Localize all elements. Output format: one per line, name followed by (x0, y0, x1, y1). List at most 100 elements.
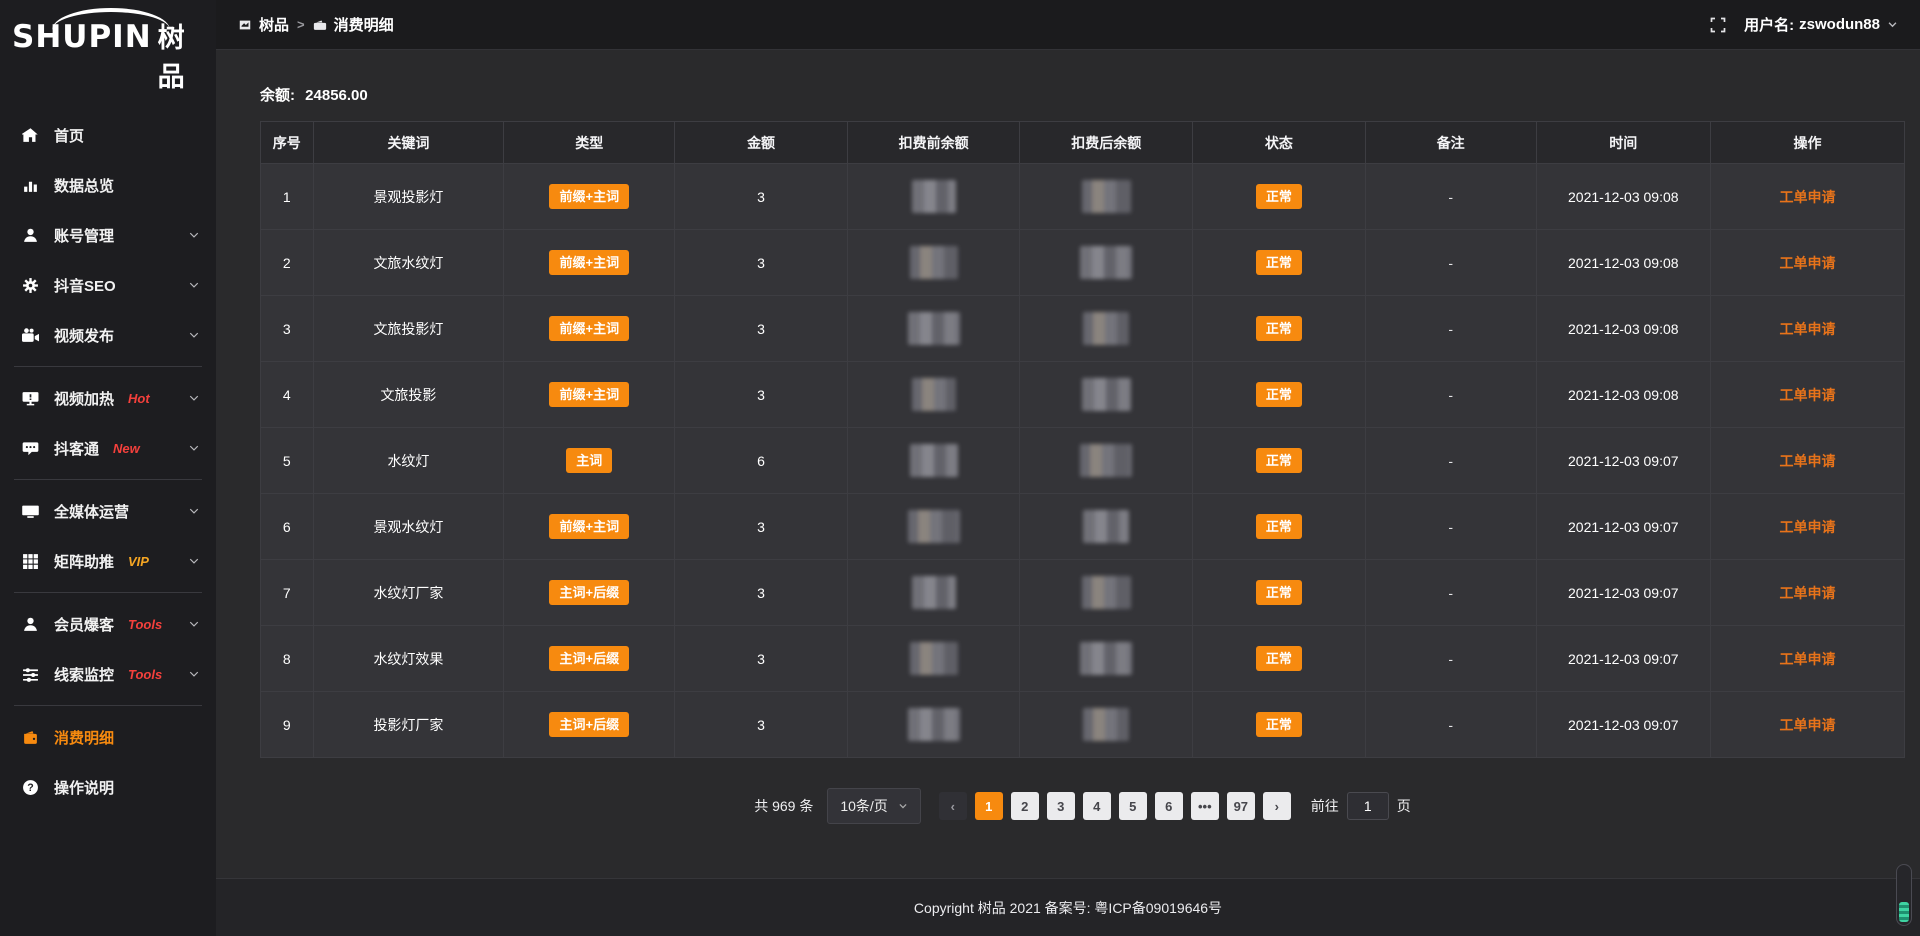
table-row: 8 水纹灯效果 主词+后缀 3 正常 -2021-12-03 09:07 工单申请 (260, 625, 1906, 692)
screen-heat-icon (22, 390, 39, 407)
sidebar-item-label: 首页 (54, 127, 85, 145)
cell-balance-before (846, 361, 1021, 428)
sidebar-item-0[interactable]: 首页 (0, 110, 216, 160)
prev-page-button[interactable]: ‹ (938, 792, 967, 820)
ticket-request-link[interactable]: 工单申请 (1779, 320, 1836, 337)
sidebar-item-15[interactable]: 消费明细 (0, 712, 216, 762)
cell-status: 正常 (1192, 361, 1366, 428)
goto-page-input[interactable] (1346, 792, 1389, 820)
breadcrumb-item-home[interactable]: 树品 (238, 14, 289, 35)
sidebar-item-1[interactable]: 数据总览 (0, 160, 216, 210)
more-pages-button[interactable]: ••• (1190, 792, 1219, 820)
cell-keyword: 文旅投影 (312, 361, 505, 428)
page-button-6[interactable]: 6 (1154, 792, 1183, 820)
wallet-icon (313, 18, 327, 32)
ticket-request-link[interactable]: 工单申请 (1779, 188, 1836, 205)
cell-action: 工单申请 (1709, 559, 1906, 626)
balance-label: 余额: (260, 87, 295, 104)
masked-value (1081, 576, 1131, 609)
masked-value (1080, 444, 1133, 477)
cell-amount: 3 (674, 229, 848, 296)
ticket-request-link[interactable]: 工单申请 (1779, 254, 1836, 271)
sidebar-item-label: 数据总览 (54, 177, 115, 195)
sidebar-item-tag: Tools (128, 616, 163, 632)
cell-time: 2021-12-03 09:07 (1535, 427, 1711, 494)
ticket-request-link[interactable]: 工单申请 (1779, 452, 1836, 469)
cell-time: 2021-12-03 09:07 (1535, 559, 1711, 626)
cell-action: 工单申请 (1709, 229, 1906, 296)
cell-balance-after (1019, 361, 1194, 428)
cell-amount: 3 (674, 691, 848, 758)
sidebar-item-13[interactable]: 线索监控 Tools (0, 649, 216, 699)
sidebar-item-3[interactable]: 抖音SEO (0, 260, 216, 310)
ticket-request-link[interactable]: 工单申请 (1779, 518, 1836, 535)
status-badge: 正常 (1255, 250, 1302, 275)
video-camera-icon (22, 327, 39, 344)
cell-type: 主词+后缀 (503, 559, 676, 626)
sidebar-item-2[interactable]: 账号管理 (0, 210, 216, 260)
masked-value (909, 642, 958, 675)
sidebar-divider (14, 366, 202, 367)
cell-balance-after (1019, 625, 1194, 692)
chevron-down-icon (188, 279, 200, 291)
page-button-5[interactable]: 5 (1118, 792, 1147, 820)
page-button-1[interactable]: 1 (974, 792, 1003, 820)
cell-remark: - (1364, 427, 1537, 494)
next-page-button[interactable]: › (1262, 792, 1291, 820)
status-badge: 正常 (1255, 712, 1302, 737)
sidebar-item-7[interactable]: 抖客通 New (0, 423, 216, 473)
type-badge: 前缀+主词 (549, 250, 630, 275)
user-label: 用户名: (1744, 17, 1795, 34)
page-button-4[interactable]: 4 (1082, 792, 1111, 820)
sidebar-item-4[interactable]: 视频发布 (0, 310, 216, 360)
sidebar-item-12[interactable]: 会员爆客 Tools (0, 599, 216, 649)
user-icon (22, 227, 39, 244)
cell-amount: 3 (674, 163, 848, 230)
masked-value (1080, 642, 1133, 675)
sidebar-item-6[interactable]: 视频加热 Hot (0, 373, 216, 423)
page-button-3[interactable]: 3 (1046, 792, 1075, 820)
cell-index: 3 (260, 295, 314, 362)
cell-time: 2021-12-03 09:08 (1535, 361, 1711, 428)
cell-keyword: 投影灯厂家 (312, 691, 505, 758)
total-count: 共 969 条 (754, 798, 814, 814)
masked-value (909, 246, 958, 279)
masked-value (911, 378, 956, 411)
footer: Copyright 树品 2021 备案号: 粤ICP备09019646号 (216, 878, 1920, 936)
user-menu[interactable]: 用户名: zswodun88 (1744, 14, 1898, 35)
cell-balance-after (1019, 295, 1194, 362)
table-row: 6 景观水纹灯 前缀+主词 3 正常 -2021-12-03 09:07 工单申请 (260, 493, 1906, 560)
app-logo[interactable]: SHUPIN 树品 (0, 0, 216, 96)
cell-amount: 3 (674, 295, 848, 362)
sidebar-item-9[interactable]: 全媒体运营 (0, 486, 216, 536)
breadcrumb-label: 消费明细 (333, 17, 394, 34)
page-button-97[interactable]: 97 (1226, 792, 1255, 820)
cell-time: 2021-12-03 09:08 (1535, 295, 1711, 362)
cell-keyword: 水纹灯 (312, 427, 505, 494)
ticket-request-link[interactable]: 工单申请 (1779, 716, 1836, 733)
question-icon: ? (22, 779, 39, 796)
cell-amount: 3 (674, 493, 848, 560)
column-header: 状态 (1192, 121, 1366, 164)
cell-balance-before (846, 295, 1021, 362)
ticket-request-link[interactable]: 工单申请 (1779, 584, 1836, 601)
floating-service-widget[interactable] (1896, 864, 1912, 926)
chevron-down-icon (188, 392, 200, 404)
sidebar-item-label: 抖客通 (54, 440, 100, 458)
balance-summary: 余额: 24856.00 (260, 84, 1905, 105)
sidebar-item-16[interactable]: ? 操作说明 (0, 762, 216, 812)
fullscreen-icon[interactable] (1710, 17, 1726, 33)
ticket-request-link[interactable]: 工单申请 (1779, 650, 1836, 667)
logo-arc-decoration (52, 8, 170, 30)
page-button-2[interactable]: 2 (1010, 792, 1039, 820)
sidebar-item-label: 矩阵助推 (54, 553, 115, 571)
breadcrumb-item-current[interactable]: 消费明细 (313, 14, 394, 35)
cell-balance-after (1019, 229, 1194, 296)
type-badge: 前缀+主词 (549, 184, 630, 209)
cell-balance-before (846, 229, 1021, 296)
cell-type: 前缀+主词 (503, 493, 676, 560)
page-size-select[interactable]: 10条/页 (827, 788, 921, 824)
ticket-request-link[interactable]: 工单申请 (1779, 386, 1836, 403)
sidebar-item-10[interactable]: 矩阵助推 VIP (0, 536, 216, 586)
